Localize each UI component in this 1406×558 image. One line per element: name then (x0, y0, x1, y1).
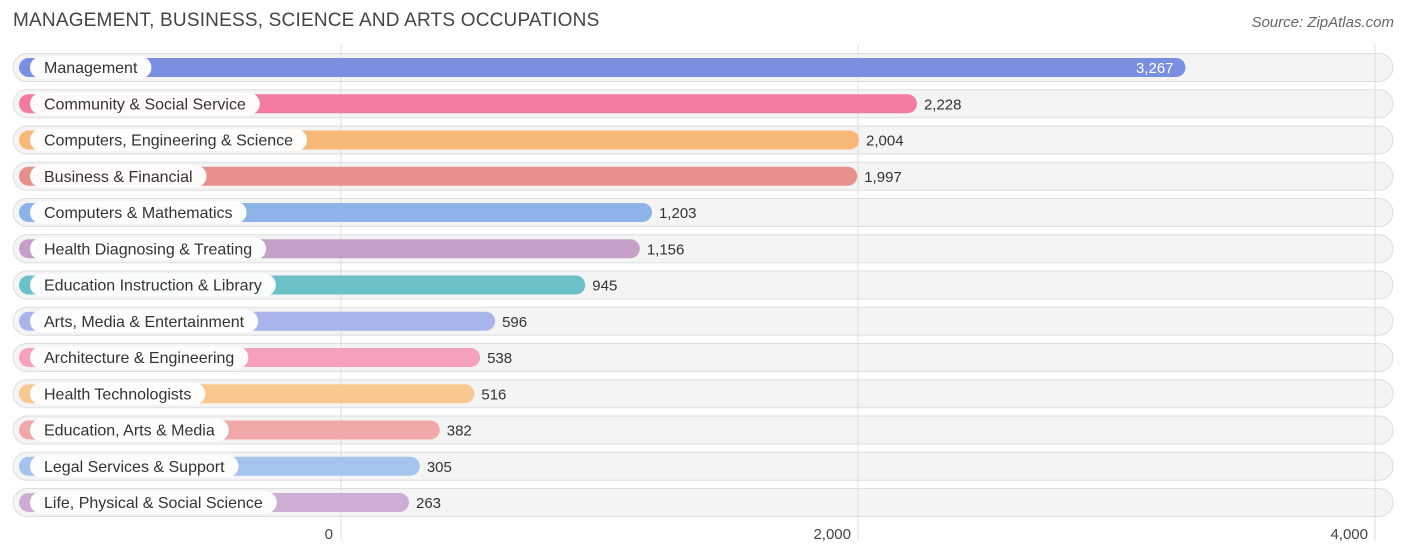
value-label: 2,228 (924, 96, 962, 113)
category-label-pill (30, 310, 259, 333)
category-label: Education Instruction & Library (44, 278, 262, 295)
bar-group: Health Diagnosing & Treating 1,156 (19, 237, 685, 260)
category-label: Computers & Mathematics (44, 205, 233, 222)
bar-group: Arts, Media & Entertainment 596 (19, 310, 527, 333)
category-label-pill (30, 92, 260, 115)
category-label-pill (30, 455, 239, 478)
x-axis-ticks: 0 2,000 4,000 (325, 526, 1368, 543)
bar-group: Business & Financial 1,997 (19, 165, 902, 188)
category-label: Community & Social Service (44, 96, 246, 113)
tick-label: 2,000 (813, 526, 851, 543)
value-label: 945 (592, 278, 617, 295)
bar-group: Computers, Engineering & Science 2,004 (19, 129, 904, 151)
value-label: 1,997 (864, 169, 902, 186)
category-label: Management (44, 60, 138, 77)
category-label-pill (30, 129, 308, 151)
bar-group: Life, Physical & Social Science 263 (19, 491, 441, 514)
category-label: Computers, Engineering & Science (44, 133, 293, 150)
category-label: Education, Arts & Media (44, 423, 215, 440)
bar-group: Legal Services & Support 305 (19, 455, 452, 478)
category-label-pill (30, 201, 247, 224)
category-label: Life, Physical & Social Science (44, 495, 263, 512)
bars: Management 3,267 Community & Social Servic… (19, 56, 1186, 514)
tick-label: 4,000 (1330, 526, 1368, 543)
bar (19, 58, 1186, 77)
category-label-pill (30, 491, 277, 514)
category-label-pill (30, 419, 229, 441)
value-label: 2,004 (866, 133, 904, 150)
category-label-pill (30, 274, 276, 296)
category-label: Arts, Media & Entertainment (44, 314, 245, 331)
category-label: Health Diagnosing & Treating (44, 241, 252, 258)
value-label: 382 (447, 423, 472, 440)
category-label-pill (30, 382, 206, 405)
bar-group: Education Instruction & Library 945 (19, 274, 617, 296)
value-label: 3,267 (1136, 60, 1174, 77)
value-label: 516 (481, 386, 506, 403)
category-label-pill (30, 165, 207, 188)
bar-group: Community & Social Service 2,228 (19, 92, 962, 115)
bar-group: Management 3,267 (19, 56, 1186, 79)
chart-title: MANAGEMENT, BUSINESS, SCIENCE AND ARTS O… (13, 10, 600, 31)
value-label: 1,156 (647, 241, 685, 258)
category-label: Legal Services & Support (44, 459, 225, 476)
value-label: 263 (416, 495, 441, 512)
bar-group: Computers & Mathematics 1,203 (19, 201, 697, 224)
category-label: Business & Financial (44, 169, 193, 186)
category-label-pill (30, 346, 249, 369)
value-label: 1,203 (659, 205, 697, 222)
value-label: 305 (427, 459, 452, 476)
bar (19, 166, 858, 186)
value-label: 538 (487, 350, 512, 367)
bar-group: Architecture & Engineering 538 (19, 346, 512, 369)
category-label-pill (30, 56, 152, 79)
category-label-pill (30, 237, 267, 260)
tick-label: 0 (325, 526, 333, 543)
bar-group: Education, Arts & Media 382 (19, 419, 472, 441)
bar-group: Health Technologists 516 (19, 382, 506, 405)
value-label: 596 (502, 314, 527, 331)
category-label: Health Technologists (44, 386, 191, 403)
source-label: Source: ZipAtlas.com (1251, 14, 1394, 31)
category-label: Architecture & Engineering (44, 350, 234, 367)
